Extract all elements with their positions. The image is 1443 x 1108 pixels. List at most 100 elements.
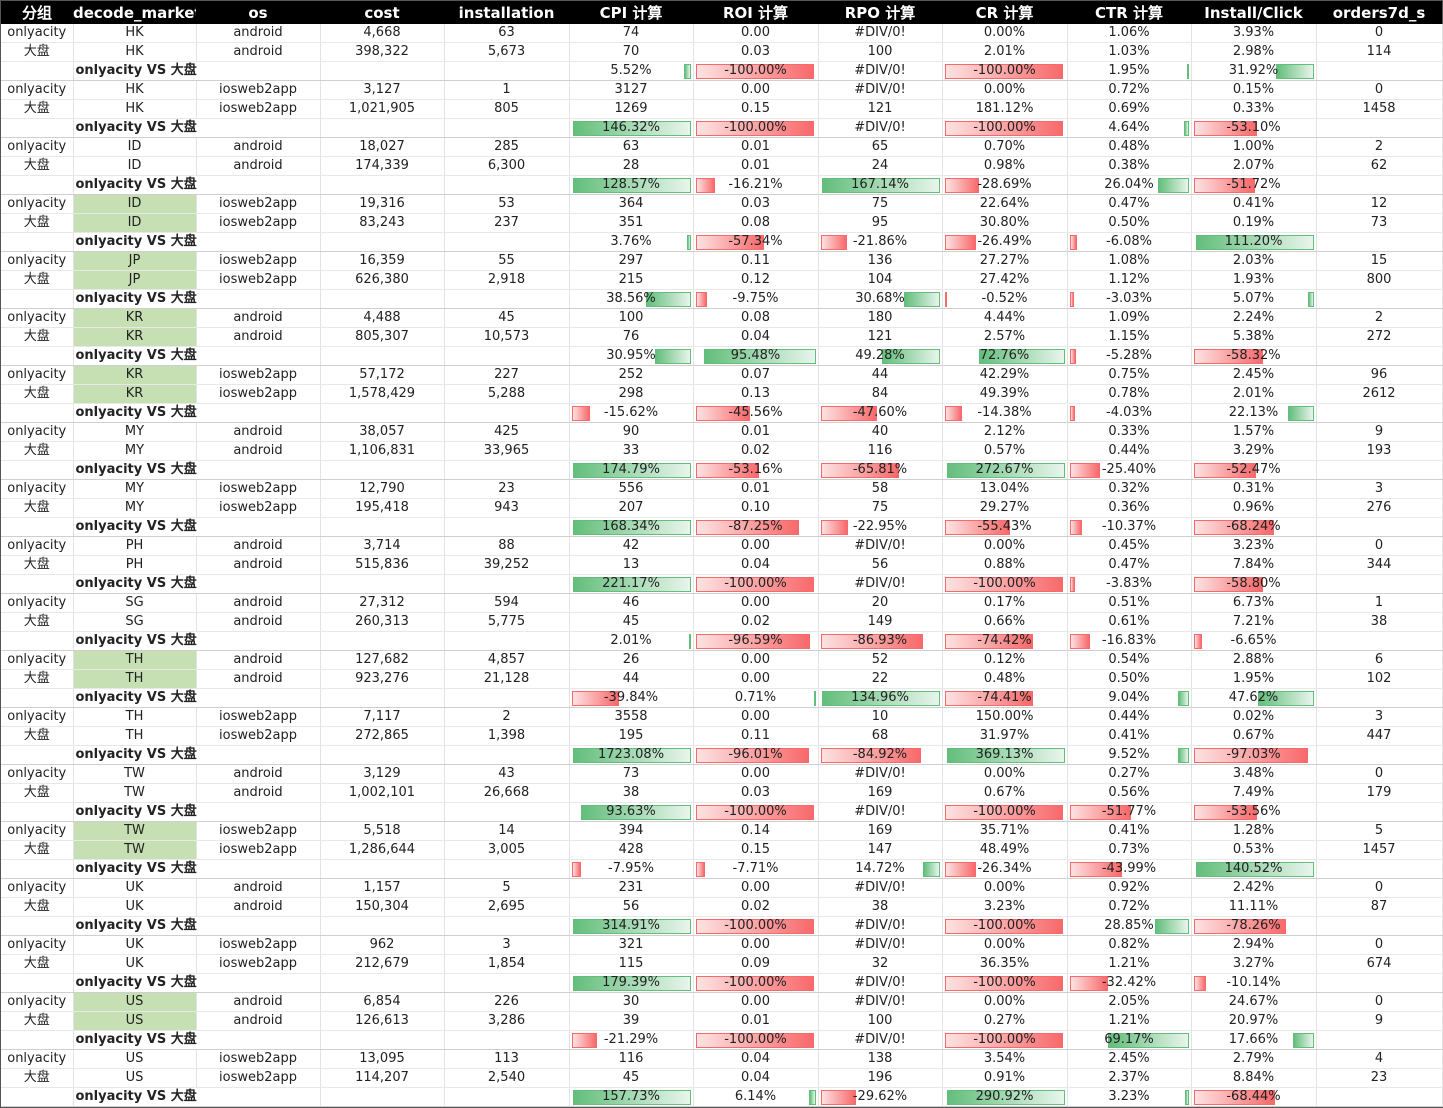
ic-diff-cell[interactable]: -58.32% [1191, 346, 1317, 366]
ctr-diff-cell[interactable]: -43.99% [1067, 859, 1192, 879]
ic-cell[interactable]: 1.95% [1191, 669, 1317, 689]
group-cell[interactable]: onlyacity [1, 707, 74, 727]
orders-cell[interactable]: 5 [1316, 821, 1443, 841]
ctr-cell[interactable]: 1.08% [1067, 251, 1192, 271]
cpi-cell[interactable]: 26 [569, 650, 694, 670]
installation-cell[interactable] [444, 460, 570, 480]
cr-diff-cell[interactable]: -55.43% [942, 517, 1068, 537]
group-cell[interactable]: onlyacity [1, 308, 74, 328]
ic-cell[interactable]: 1.00% [1191, 137, 1317, 157]
market-cell[interactable]: US [73, 1011, 197, 1031]
os-cell[interactable]: android [196, 536, 321, 556]
cost-cell[interactable] [320, 118, 445, 138]
rpo-cell[interactable]: 169 [818, 821, 943, 841]
group-cell[interactable] [1, 61, 74, 81]
ctr-cell[interactable]: 0.38% [1067, 156, 1192, 176]
ctr-cell[interactable]: 0.44% [1067, 441, 1192, 461]
os-cell[interactable]: iosweb2app [196, 80, 321, 100]
rpo-cell[interactable]: 136 [818, 251, 943, 271]
cpi-cell[interactable]: 46 [569, 593, 694, 613]
cpi-cell[interactable]: 13 [569, 555, 694, 575]
cr-cell[interactable]: 35.71% [942, 821, 1068, 841]
cpi-diff-cell[interactable]: 146.32% [569, 118, 694, 138]
market-cell[interactable]: TW [73, 764, 197, 784]
ctr-diff-cell[interactable]: 9.52% [1067, 745, 1192, 765]
market-cell[interactable]: UK [73, 954, 197, 974]
ctr-cell[interactable]: 2.45% [1067, 1049, 1192, 1069]
os-cell[interactable]: android [196, 650, 321, 670]
installation-cell[interactable]: 6,300 [444, 156, 570, 176]
orders-cell[interactable]: 0 [1316, 764, 1443, 784]
group-cell[interactable]: 大盘 [1, 555, 74, 575]
installation-cell[interactable]: 5 [444, 878, 570, 898]
cpi-cell[interactable]: 74 [569, 24, 694, 43]
cost-cell[interactable]: 19,316 [320, 194, 445, 214]
group-cell[interactable] [1, 517, 74, 537]
installation-cell[interactable]: 1 [444, 80, 570, 100]
orders-cell[interactable]: 1 [1316, 593, 1443, 613]
group-cell[interactable]: onlyacity [1, 24, 74, 43]
group-cell[interactable] [1, 631, 74, 651]
cpi-cell[interactable]: 252 [569, 365, 694, 385]
os-cell[interactable]: iosweb2app [196, 270, 321, 290]
rpo-diff-cell[interactable]: #DIV/0! [818, 61, 943, 81]
ctr-diff-cell[interactable]: -51.77% [1067, 802, 1192, 822]
rpo-cell[interactable]: 169 [818, 783, 943, 803]
installation-cell[interactable]: 1,398 [444, 726, 570, 746]
rpo-cell[interactable]: 24 [818, 156, 943, 176]
roi-cell[interactable]: 0.00 [693, 935, 819, 955]
cpi-cell[interactable]: 364 [569, 194, 694, 214]
rpo-cell[interactable]: 22 [818, 669, 943, 689]
rpo-cell[interactable]: 149 [818, 612, 943, 632]
cr-diff-cell[interactable]: -74.41% [942, 688, 1068, 708]
orders-cell[interactable]: 4 [1316, 1049, 1443, 1069]
roi-cell[interactable]: 0.00 [693, 707, 819, 727]
cr-cell[interactable]: 3.23% [942, 897, 1068, 917]
rpo-cell[interactable]: #DIV/0! [818, 24, 943, 43]
installation-cell[interactable] [444, 61, 570, 81]
ic-cell[interactable]: 5.38% [1191, 327, 1317, 347]
comparison-label[interactable]: onlyacity VS 大盘 [73, 232, 321, 252]
ctr-diff-cell[interactable]: 26.04% [1067, 175, 1192, 195]
ic-cell[interactable]: 0.33% [1191, 99, 1317, 119]
market-cell[interactable]: UK [73, 878, 197, 898]
orders-cell[interactable] [1316, 688, 1443, 708]
cpi-cell[interactable]: 207 [569, 498, 694, 518]
os-cell[interactable]: iosweb2app [196, 479, 321, 499]
cr-diff-cell[interactable]: 272.67% [942, 460, 1068, 480]
cpi-diff-cell[interactable]: 30.95% [569, 346, 694, 366]
orders-cell[interactable] [1316, 859, 1443, 879]
orders-cell[interactable] [1316, 973, 1443, 993]
cpi-cell[interactable]: 63 [569, 137, 694, 157]
rpo-diff-cell[interactable]: -86.93% [818, 631, 943, 651]
cr-cell[interactable]: 13.04% [942, 479, 1068, 499]
cost-cell[interactable]: 1,002,101 [320, 783, 445, 803]
rpo-diff-cell[interactable]: #DIV/0! [818, 1030, 943, 1050]
market-cell[interactable]: TH [73, 707, 197, 727]
cr-cell[interactable]: 27.42% [942, 270, 1068, 290]
os-cell[interactable]: android [196, 878, 321, 898]
orders-cell[interactable]: 272 [1316, 327, 1443, 347]
roi-cell[interactable]: 0.15 [693, 840, 819, 860]
ic-cell[interactable]: 0.53% [1191, 840, 1317, 860]
cr-diff-cell[interactable]: -100.00% [942, 802, 1068, 822]
cpi-cell[interactable]: 70 [569, 42, 694, 62]
installation-cell[interactable]: 5,673 [444, 42, 570, 62]
ic-cell[interactable]: 0.96% [1191, 498, 1317, 518]
ic-cell[interactable]: 3.27% [1191, 954, 1317, 974]
rpo-cell[interactable]: 100 [818, 1011, 943, 1031]
roi-cell[interactable]: 0.03 [693, 194, 819, 214]
group-cell[interactable]: onlyacity [1, 650, 74, 670]
rpo-diff-cell[interactable]: -47.60% [818, 403, 943, 423]
os-cell[interactable]: iosweb2app [196, 99, 321, 119]
ctr-cell[interactable]: 0.27% [1067, 764, 1192, 784]
cpi-cell[interactable]: 1269 [569, 99, 694, 119]
cr-cell[interactable]: 181.12% [942, 99, 1068, 119]
installation-cell[interactable]: 594 [444, 593, 570, 613]
market-cell[interactable]: PH [73, 536, 197, 556]
os-cell[interactable]: android [196, 1011, 321, 1031]
ic-cell[interactable]: 0.19% [1191, 213, 1317, 233]
rpo-cell[interactable]: 52 [818, 650, 943, 670]
cost-cell[interactable] [320, 403, 445, 423]
roi-cell[interactable]: 0.00 [693, 593, 819, 613]
